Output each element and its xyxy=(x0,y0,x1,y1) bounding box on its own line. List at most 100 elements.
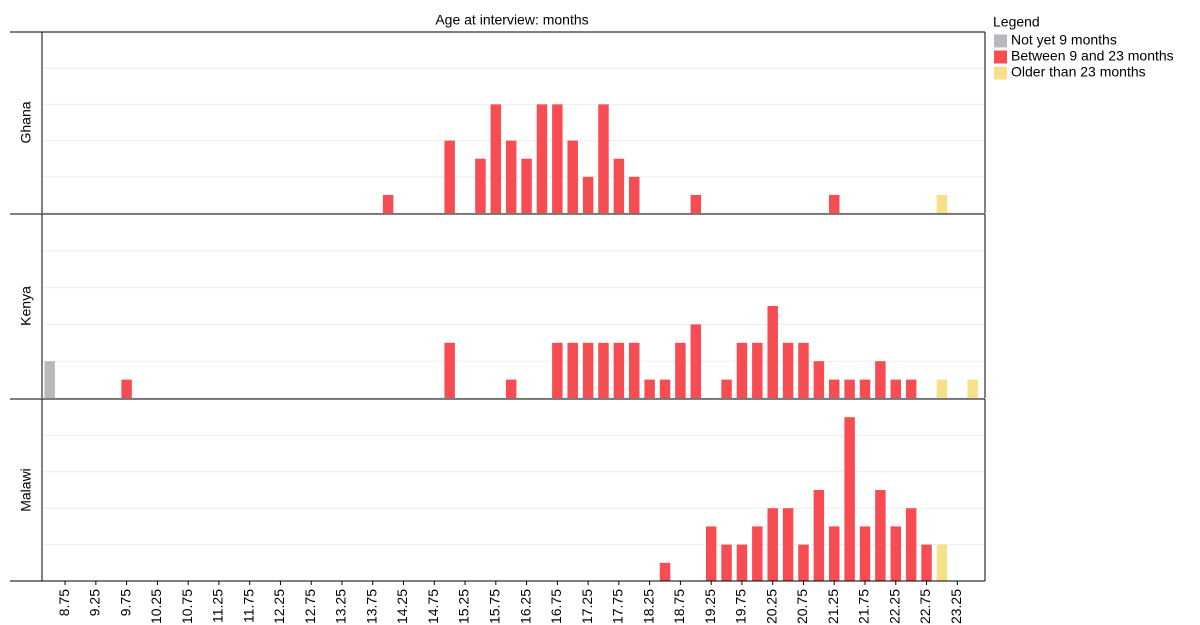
bar xyxy=(752,342,763,398)
x-tick-label: 12.75 xyxy=(302,589,318,624)
bar xyxy=(829,379,840,398)
bar xyxy=(905,508,917,581)
bar xyxy=(567,140,578,213)
legend-swatch xyxy=(994,34,1007,48)
bar xyxy=(936,544,948,581)
bar xyxy=(829,194,840,213)
bar xyxy=(613,158,625,213)
bar xyxy=(813,361,825,398)
x-tick-label: 20.25 xyxy=(763,589,779,624)
bar xyxy=(782,342,794,398)
x-tick-label: 10.25 xyxy=(148,589,164,624)
x-tick-label: 13.75 xyxy=(363,589,379,624)
bar xyxy=(767,306,778,398)
bar xyxy=(813,490,825,581)
bar xyxy=(967,379,978,398)
bar xyxy=(552,104,563,213)
x-tick-label: 14.25 xyxy=(394,589,410,624)
x-tick-label: 8.75 xyxy=(56,589,72,616)
x-tick-label: 19.75 xyxy=(733,589,749,624)
legend-label: Between 9 and 23 months xyxy=(1011,48,1174,64)
bar xyxy=(736,544,748,581)
x-tick-label: 22.75 xyxy=(917,589,933,624)
bar xyxy=(659,379,671,398)
bar xyxy=(536,104,548,213)
facet-label: Ghana xyxy=(18,101,34,143)
legend-swatch xyxy=(994,50,1007,64)
bar xyxy=(767,508,778,581)
bar xyxy=(690,194,702,213)
x-tick-label: 21.25 xyxy=(825,589,841,624)
bar xyxy=(905,379,917,398)
bar xyxy=(875,490,886,581)
facet-label: Malawi xyxy=(18,468,34,512)
x-tick-label: 14.75 xyxy=(425,589,441,624)
bar xyxy=(859,379,871,398)
bar xyxy=(629,176,640,213)
x-tick-label: 16.25 xyxy=(517,589,533,624)
bar xyxy=(721,379,732,398)
x-tick-label: 12.25 xyxy=(271,589,287,624)
bar xyxy=(936,379,948,398)
x-tick-label: 15.75 xyxy=(487,589,503,624)
legend-title: Legend xyxy=(993,14,1040,30)
x-tick-label: 19.25 xyxy=(702,589,718,624)
chart-title: Age at interview: months xyxy=(435,12,588,28)
x-tick-label: 10.75 xyxy=(179,589,195,624)
facet-label: Kenya xyxy=(18,286,34,326)
bar xyxy=(629,342,640,398)
bar xyxy=(890,526,902,581)
bar xyxy=(505,379,517,398)
bar xyxy=(598,104,609,213)
bar xyxy=(44,361,55,398)
bar xyxy=(598,342,609,398)
bar xyxy=(582,176,594,213)
bar xyxy=(690,324,702,398)
bar xyxy=(736,342,748,398)
bar xyxy=(936,194,948,213)
bar xyxy=(829,526,840,581)
bar xyxy=(444,140,455,213)
x-tick-label: 11.75 xyxy=(240,589,256,623)
bar xyxy=(875,361,886,398)
x-tick-label: 17.25 xyxy=(579,589,595,624)
x-tick-label: 13.25 xyxy=(333,589,349,624)
bar xyxy=(890,379,902,398)
bar xyxy=(505,140,517,213)
bar xyxy=(859,526,871,581)
x-tick-label: 18.25 xyxy=(640,589,656,624)
bar xyxy=(798,342,809,398)
bar xyxy=(613,342,625,398)
bar xyxy=(844,417,855,581)
bar xyxy=(798,544,809,581)
legend-swatch xyxy=(994,66,1007,80)
bar xyxy=(382,194,394,213)
bar xyxy=(582,342,594,398)
bar xyxy=(675,342,686,398)
x-tick-label: 15.25 xyxy=(456,589,472,624)
bar xyxy=(721,544,732,581)
bar xyxy=(659,562,671,581)
bar xyxy=(844,379,855,398)
x-tick-label: 11.25 xyxy=(210,589,226,623)
x-tick-label: 21.75 xyxy=(856,589,872,624)
bar xyxy=(475,158,486,213)
x-tick-label: 17.75 xyxy=(610,589,626,624)
bar xyxy=(644,379,655,398)
x-tick-label: 9.75 xyxy=(117,589,133,616)
bar xyxy=(921,544,932,581)
x-tick-label: 9.25 xyxy=(87,589,103,616)
x-tick-label: 18.75 xyxy=(671,589,687,624)
bar xyxy=(444,342,455,398)
bar xyxy=(552,342,563,398)
bar xyxy=(521,158,532,213)
bar xyxy=(567,342,578,398)
x-tick-label: 23.25 xyxy=(948,589,964,624)
x-tick-label: 20.75 xyxy=(794,589,810,624)
x-tick-label: 22.25 xyxy=(886,589,902,624)
bar xyxy=(121,379,132,398)
legend-label: Older than 23 months xyxy=(1011,64,1146,80)
bar xyxy=(752,526,763,581)
